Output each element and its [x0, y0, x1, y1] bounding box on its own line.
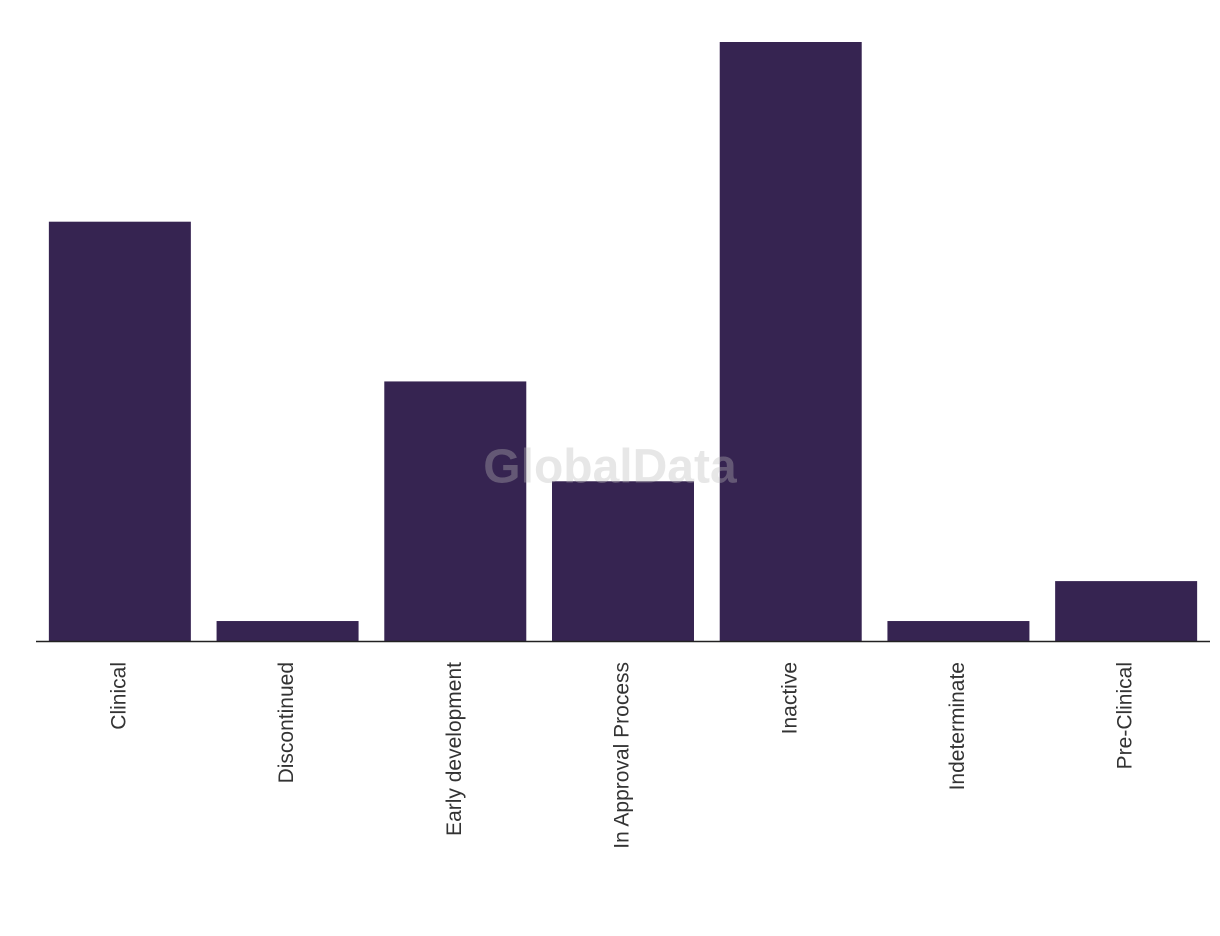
x-tick-label: Discontinued — [275, 662, 298, 783]
x-tick-label: Pre-Clinical — [1114, 662, 1137, 769]
bar — [887, 621, 1030, 641]
x-tick-label: In Approval Process — [611, 662, 634, 849]
bar — [216, 621, 359, 641]
bar — [552, 481, 694, 641]
x-tick-label: Early development — [443, 662, 466, 836]
bar — [1055, 581, 1198, 641]
bar — [48, 221, 191, 641]
watermark: GlobalData — [483, 441, 737, 494]
x-tick-label: Inactive — [778, 662, 801, 734]
bar — [384, 381, 527, 641]
x-tick-label: Clinical — [107, 662, 130, 730]
bar — [719, 42, 862, 641]
x-tick-label: Indeterminate — [946, 662, 969, 790]
